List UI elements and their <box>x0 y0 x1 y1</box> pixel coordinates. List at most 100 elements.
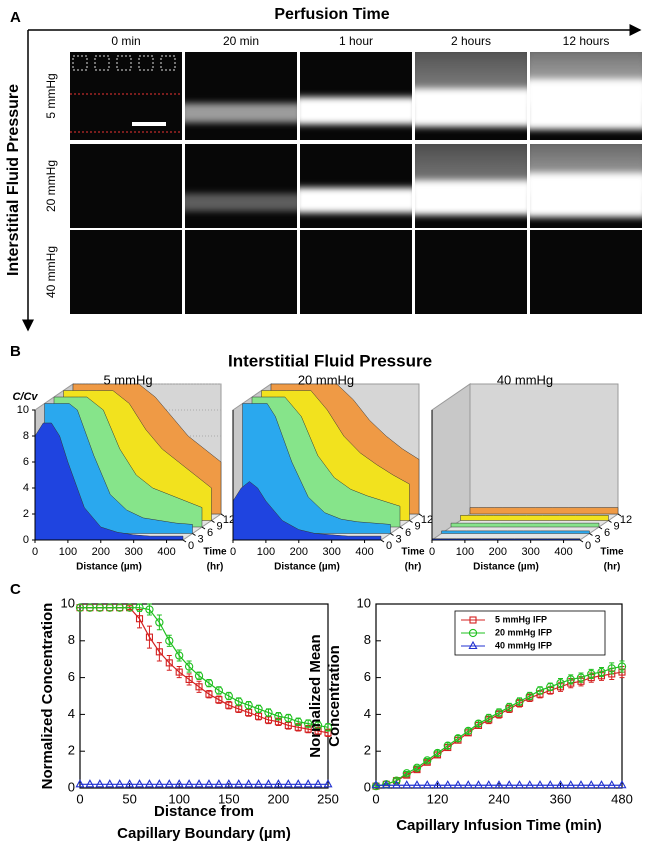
x-tick-label: 100 <box>59 546 77 558</box>
fluorescence <box>300 187 412 213</box>
marker <box>556 678 565 688</box>
z-axis-label: Time <box>600 547 624 558</box>
marker <box>546 682 555 691</box>
marker <box>144 779 154 788</box>
marker <box>134 779 145 788</box>
y-tick-label: 8 <box>364 632 371 647</box>
marker <box>85 779 95 788</box>
image-content <box>415 52 527 127</box>
image-background <box>185 230 297 314</box>
image-background <box>415 230 527 314</box>
marker <box>422 780 432 789</box>
x-tick-label: 120 <box>427 791 449 806</box>
y-tick-label: 6 <box>364 669 371 684</box>
marker <box>175 668 183 676</box>
marker <box>463 780 473 789</box>
marker <box>443 780 453 789</box>
x-tick-label: 200 <box>92 546 110 558</box>
chart-title: 5 mmHg <box>103 372 152 387</box>
column-label: 1 hour <box>339 34 373 48</box>
x-axis-label: Capillary Infusion Time (min) <box>396 817 602 834</box>
z-tick-label: 12 <box>421 514 433 526</box>
marker <box>474 719 483 728</box>
x-tick-label: 300 <box>521 546 539 558</box>
marker <box>184 662 194 671</box>
marker <box>514 780 525 789</box>
row-label: 5 mmHg <box>44 73 58 118</box>
marker <box>245 709 253 717</box>
y-axis-label: Concentration <box>326 645 343 747</box>
marker <box>145 633 153 641</box>
axis-title: Interstitial Fluid Pressure <box>5 84 22 276</box>
series <box>76 604 332 737</box>
marker <box>283 779 293 788</box>
z-tick-label: 0 <box>585 540 591 552</box>
x-tick-label: 300 <box>124 546 142 558</box>
marker <box>596 780 607 789</box>
y-tick-label: 0 <box>23 534 29 546</box>
error-bar <box>186 673 192 686</box>
marker <box>412 763 422 772</box>
x-axis-label: Distance (µm) <box>274 562 340 573</box>
fluorescence <box>415 88 527 127</box>
z-tick-label: 0 <box>386 540 392 552</box>
marker <box>484 780 494 789</box>
z-axis-label: (hr) <box>207 562 224 573</box>
z-tick <box>598 526 603 530</box>
error-bar <box>404 770 410 776</box>
error-bar <box>156 642 162 662</box>
layer <box>441 530 590 534</box>
marker <box>174 779 184 788</box>
fluorescence <box>300 97 412 125</box>
image-cell <box>530 52 642 140</box>
marker <box>597 667 606 677</box>
y-tick-label: 0 <box>364 779 371 794</box>
marker <box>165 659 173 667</box>
image-cell <box>185 144 297 228</box>
marker <box>433 748 442 758</box>
y-tick-label: 2 <box>68 743 75 758</box>
image-cell <box>530 230 642 314</box>
column-label: 2 hours <box>451 34 491 48</box>
marker <box>263 779 274 788</box>
image-grid <box>70 52 642 314</box>
y-tick-label: 8 <box>23 430 29 442</box>
marker <box>392 776 401 785</box>
x-tick-label: 240 <box>488 791 510 806</box>
error-bar <box>414 765 420 771</box>
marker <box>468 628 478 638</box>
marker <box>234 697 243 706</box>
column-label: 0 min <box>111 34 140 48</box>
legend: 5 mmHg IFP 20 mmHg IFP 40 mmHg IFP <box>454 610 606 656</box>
marker <box>469 616 477 624</box>
marker <box>494 708 504 717</box>
marker <box>273 779 283 788</box>
x-tick-label: 250 <box>317 791 339 806</box>
marker <box>135 603 144 612</box>
marker <box>473 780 484 789</box>
fluorescence <box>530 79 642 130</box>
marker <box>617 662 627 671</box>
y-tick-label: 10 <box>17 404 29 416</box>
marker <box>504 780 514 789</box>
panel-title: Interstitial Fluid Pressure <box>228 351 432 370</box>
marker <box>194 671 204 680</box>
z-axis-label: Time <box>401 547 425 558</box>
panel-label: B <box>10 343 21 360</box>
z-tick-label: 3 <box>594 533 600 545</box>
image-cell <box>185 52 297 140</box>
marker <box>95 603 104 612</box>
image-content <box>185 103 297 123</box>
fluorescence <box>415 180 527 215</box>
image-background <box>70 144 182 228</box>
marker <box>235 705 243 713</box>
roi-box <box>72 55 88 71</box>
image-content <box>415 144 527 215</box>
x-tick-label: 0 <box>230 546 236 558</box>
marker <box>135 615 144 623</box>
marker <box>505 702 514 712</box>
x-tick-label: 0 <box>76 791 83 806</box>
x-tick-label: 50 <box>122 791 136 806</box>
image-background <box>300 52 412 140</box>
fluorescence <box>185 193 297 212</box>
